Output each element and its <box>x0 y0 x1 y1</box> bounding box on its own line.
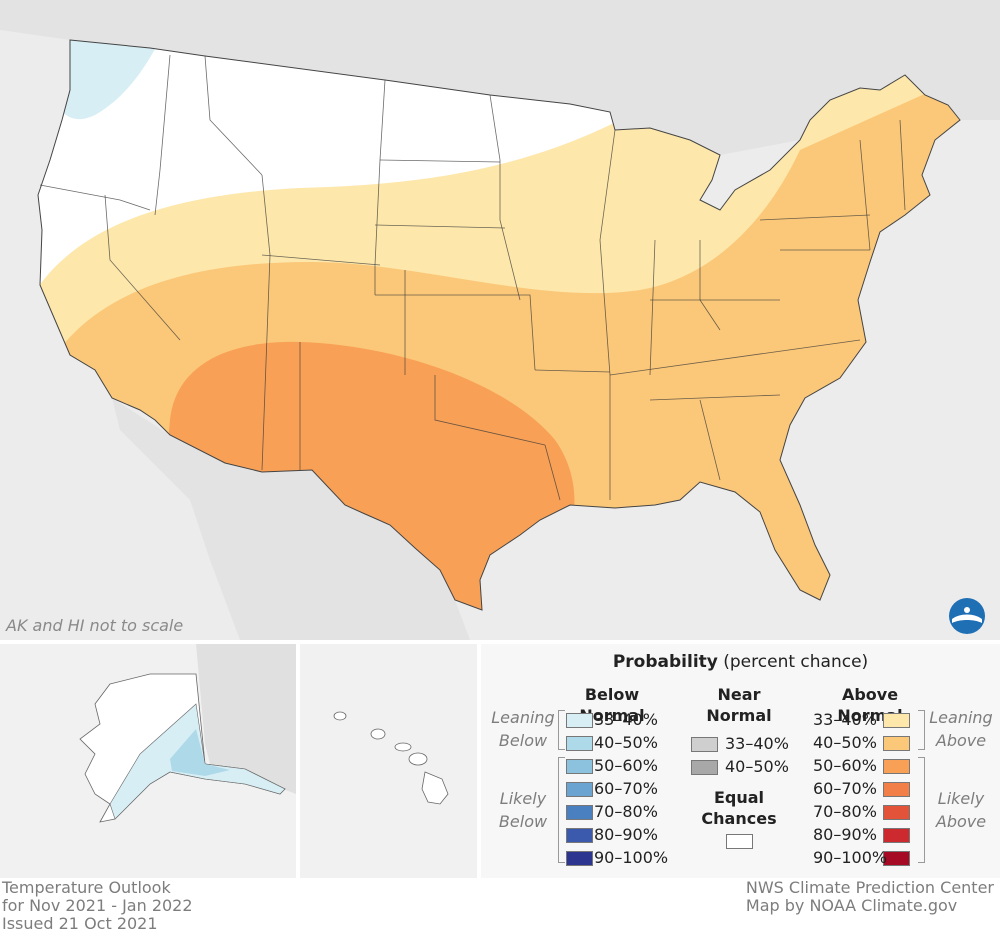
state-border-0 <box>154 54 171 216</box>
leaning-below-bracket <box>558 710 565 750</box>
state-border-23 <box>699 399 721 481</box>
above-swatch-2 <box>883 759 910 774</box>
state-border-4 <box>261 174 271 471</box>
below-label-6: 90–100% <box>594 848 669 867</box>
legend-panel: Probability (percent chance) Below Norma… <box>481 644 1000 878</box>
below-label-0: 33–40% <box>594 710 658 729</box>
conus-map: AK and HI not to scale <box>0 0 1000 640</box>
above-swatch-4 <box>883 805 910 820</box>
state-border-1 <box>39 184 151 211</box>
state-border-21 <box>609 339 861 376</box>
above-swatch-3 <box>883 782 910 797</box>
state-border-15 <box>544 444 561 501</box>
footer-outlook-title: Temperature Outlook <box>2 878 171 897</box>
above-swatch-0 <box>883 713 910 728</box>
alaska-inset <box>0 644 296 878</box>
near-normal-heading-1: Near <box>717 685 761 704</box>
equal-chances-swatch <box>726 834 753 849</box>
leaning-above-bracket <box>918 710 925 750</box>
state-border-26 <box>859 139 871 251</box>
state-border-3 <box>204 55 263 176</box>
near-normal-heading-2: Normal <box>706 706 772 725</box>
below-label-3: 60–70% <box>594 779 658 798</box>
below-swatch-1 <box>566 736 593 751</box>
state-border-10 <box>375 294 536 371</box>
state-border-6 <box>374 79 386 295</box>
state-border-18 <box>649 239 656 376</box>
below-swatch-0 <box>566 713 593 728</box>
footer-credits: NWS Climate Prediction Center Map by NOA… <box>746 879 994 915</box>
above-label-2: 50–60% <box>813 756 877 775</box>
footer-outlook-info: Temperature Outlook for Nov 2021 - Jan 2… <box>2 879 193 933</box>
mexico-land <box>112 398 470 640</box>
below-swatch-6 <box>566 851 593 866</box>
zone-below-33-40 <box>60 40 165 120</box>
below-swatch-3 <box>566 782 593 797</box>
scale-note: AK and HI not to scale <box>6 616 184 635</box>
below-label-1: 40–50% <box>594 733 658 752</box>
state-border-9 <box>374 224 506 229</box>
above-swatch-6 <box>883 851 910 866</box>
state-borders <box>39 54 906 501</box>
state-border-24 <box>759 214 871 221</box>
conus-map-svg <box>0 0 1000 640</box>
near-swatch-0 <box>691 737 718 752</box>
leaning-below-label: Leaning Below <box>491 708 555 750</box>
state-border-8 <box>489 94 521 301</box>
hawaii-inset <box>300 644 477 878</box>
footer-outlook-period: for Nov 2021 - Jan 2022 <box>2 896 193 915</box>
state-border-17 <box>599 129 616 376</box>
state-border-14 <box>534 369 611 373</box>
above-label-4: 70–80% <box>813 802 877 821</box>
near-label-0: 33–40% <box>725 734 789 753</box>
leaning-above-label: Leaning Above <box>929 708 993 750</box>
canada-land-ak <box>196 644 296 794</box>
below-label-5: 80–90% <box>594 825 658 844</box>
above-swatch-1 <box>883 736 910 751</box>
above-label-3: 60–70% <box>813 779 877 798</box>
footer-credit-map: Map by NOAA Climate.gov <box>745 896 958 915</box>
below-normal-heading: Below Normal <box>579 685 645 725</box>
state-border-2 <box>104 194 181 341</box>
state-border-13 <box>434 375 546 446</box>
alaska-below-40-50 <box>170 729 230 776</box>
below-label-2: 50–60% <box>594 756 658 775</box>
equal-chances-heading-1: Equal <box>713 788 765 807</box>
equal-chances-heading-2: Chances <box>701 809 777 828</box>
likely-above-bracket <box>918 757 925 863</box>
legend-title: Probability (percent chance) <box>612 652 869 672</box>
below-swatch-4 <box>566 805 593 820</box>
footer-credit-cpc: NWS Climate Prediction Center <box>745 878 994 897</box>
below-swatch-2 <box>566 759 593 774</box>
state-border-22 <box>649 394 781 401</box>
likely-below-label: Likely Below <box>498 789 548 831</box>
near-label-1: 40–50% <box>725 757 789 776</box>
near-swatch-1 <box>691 760 718 775</box>
state-border-7 <box>379 159 501 163</box>
below-swatch-5 <box>566 828 593 843</box>
footer-issued-date: Issued 21 Oct 2021 <box>2 914 158 933</box>
above-label-1: 40–50% <box>813 733 877 752</box>
above-label-6: 90–100% <box>813 848 888 867</box>
noaa-logo-icon <box>949 598 985 634</box>
above-label-0: 33–40% <box>813 710 877 729</box>
canada-land <box>0 0 1000 155</box>
below-label-4: 70–80% <box>594 802 658 821</box>
likely-below-bracket <box>558 757 565 863</box>
likely-above-label: Likely Above <box>935 789 987 831</box>
above-swatch-5 <box>883 828 910 843</box>
state-border-5 <box>261 254 381 266</box>
state-border-27 <box>899 119 906 211</box>
above-label-5: 80–90% <box>813 825 877 844</box>
